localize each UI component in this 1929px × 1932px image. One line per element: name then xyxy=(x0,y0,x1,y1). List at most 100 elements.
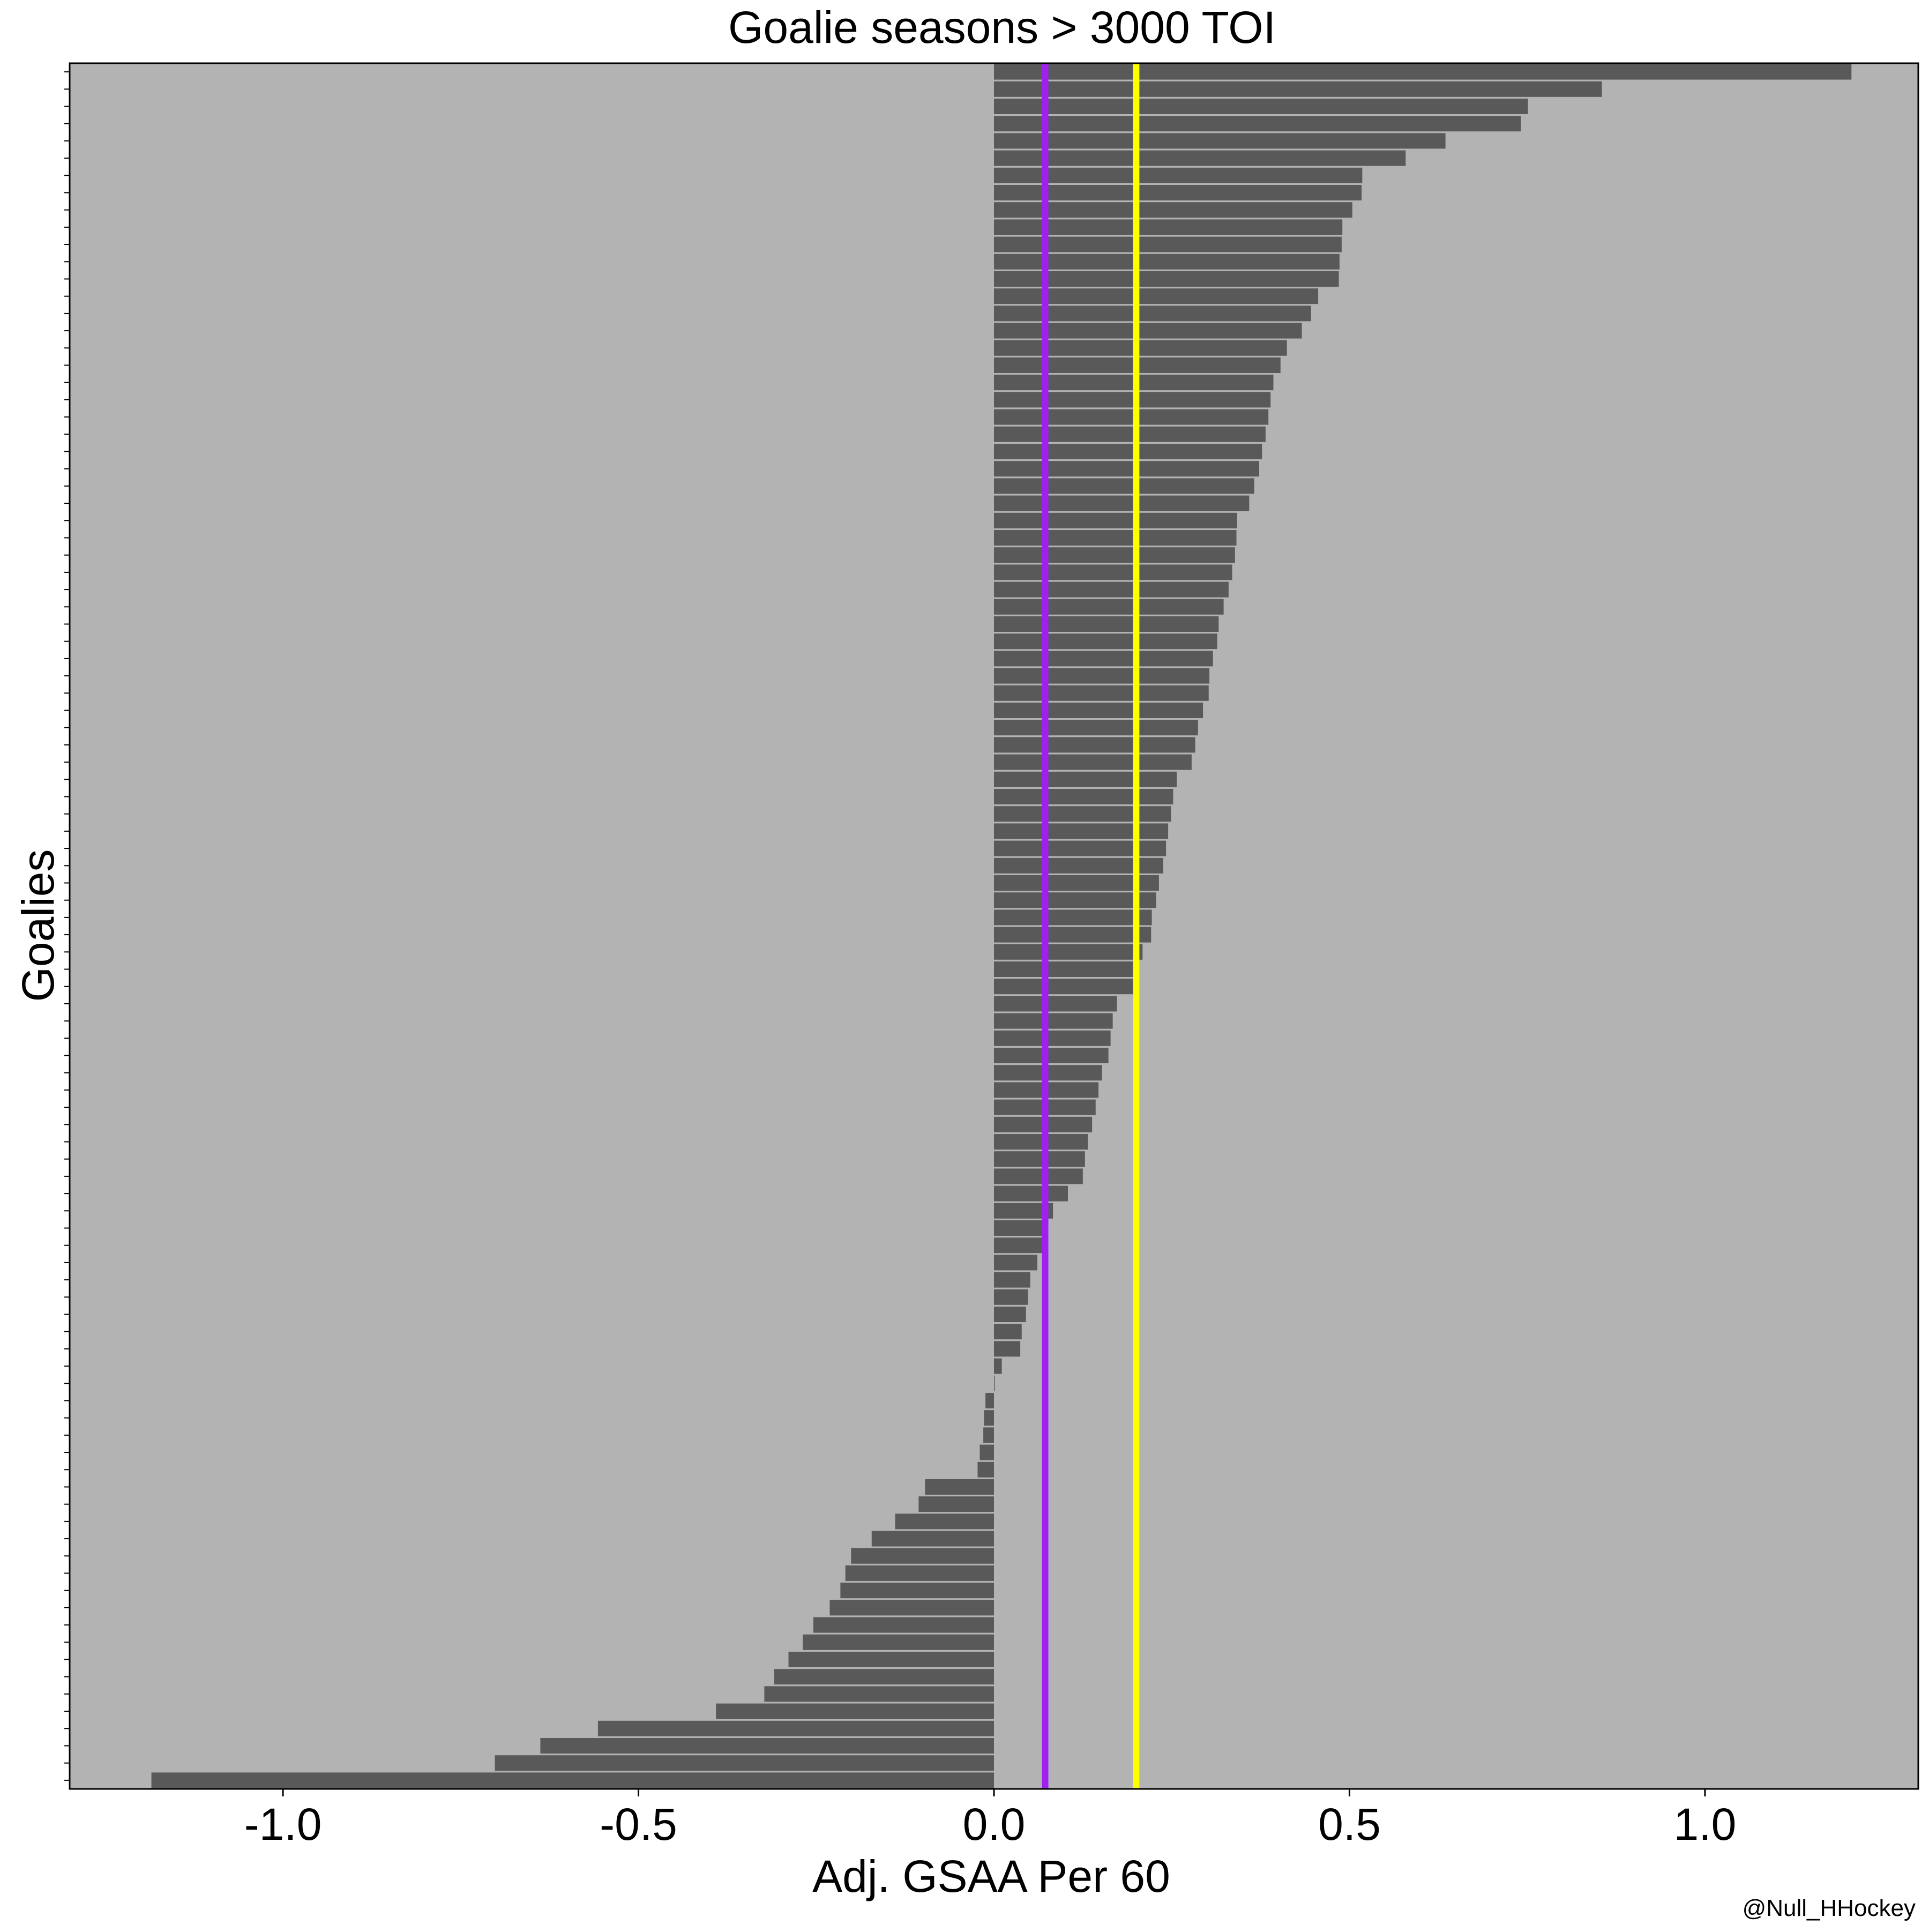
plot-panel: -1.0 -0.5 0.0 0.5 1.0 xyxy=(64,62,1919,1849)
bar xyxy=(540,1738,994,1754)
bar xyxy=(994,909,1152,926)
bar xyxy=(895,1513,994,1530)
bar xyxy=(918,1496,994,1512)
bar xyxy=(994,167,1363,183)
bar xyxy=(994,1185,1068,1202)
bar xyxy=(994,530,1237,546)
bar xyxy=(994,961,1136,977)
bar xyxy=(994,253,1340,270)
bar xyxy=(994,426,1266,442)
bar xyxy=(994,1220,1045,1236)
bar xyxy=(994,323,1302,339)
bar xyxy=(994,305,1311,322)
bar xyxy=(829,1600,994,1616)
bar xyxy=(994,875,1159,891)
bar xyxy=(994,495,1250,511)
bar xyxy=(994,823,1169,839)
bar xyxy=(994,1168,1083,1184)
bar xyxy=(994,996,1117,1012)
bar xyxy=(994,754,1192,770)
bar xyxy=(994,1358,1002,1374)
bar xyxy=(994,564,1232,580)
bar xyxy=(994,1030,1111,1046)
x-tick-label: 0.0 xyxy=(963,1799,1026,1849)
bar xyxy=(994,478,1254,494)
bar xyxy=(994,599,1224,615)
bar xyxy=(985,1393,994,1408)
bar xyxy=(994,616,1219,632)
x-tick-label: -0.5 xyxy=(600,1799,677,1849)
bar xyxy=(994,150,1406,166)
bar xyxy=(994,685,1209,701)
bar xyxy=(994,1324,1022,1340)
bar xyxy=(994,720,1198,736)
bar xyxy=(994,927,1152,943)
chart-title: Goalie seasons > 3000 TOI xyxy=(728,2,1276,53)
bar xyxy=(871,1531,994,1547)
bar xyxy=(994,892,1156,908)
bar xyxy=(994,271,1339,287)
bar xyxy=(994,840,1167,856)
bar xyxy=(925,1479,994,1495)
y-axis-label: Goalies xyxy=(13,849,63,1002)
bar xyxy=(994,1289,1028,1305)
x-tick-label: 0.5 xyxy=(1318,1799,1381,1849)
bar xyxy=(994,1272,1030,1288)
x-tick-label: 1.0 xyxy=(1674,1799,1737,1849)
bar xyxy=(994,1255,1037,1271)
bar xyxy=(994,202,1352,218)
bar xyxy=(994,1013,1113,1029)
bar xyxy=(984,1410,994,1426)
bar xyxy=(994,1307,1026,1322)
credit-text: @Null_HHockey xyxy=(1743,1895,1916,1921)
bar xyxy=(994,1151,1085,1167)
bar xyxy=(994,444,1262,459)
bar xyxy=(994,1237,1043,1254)
bar xyxy=(994,185,1362,200)
bar xyxy=(994,668,1210,684)
bar xyxy=(716,1703,994,1719)
bar xyxy=(813,1617,994,1633)
bar xyxy=(994,81,1602,97)
bar xyxy=(994,133,1446,149)
bar xyxy=(994,633,1217,650)
bar xyxy=(840,1583,994,1599)
bar xyxy=(980,1444,994,1460)
bar xyxy=(994,512,1237,528)
bar xyxy=(994,737,1195,753)
bar xyxy=(994,392,1271,408)
bar xyxy=(994,703,1203,718)
bar xyxy=(994,64,1852,80)
bar xyxy=(994,771,1177,787)
bar xyxy=(845,1565,994,1581)
bar xyxy=(994,236,1342,252)
bar xyxy=(764,1686,994,1702)
bar xyxy=(994,340,1287,356)
x-axis-label: Adj. GSAA Per 60 xyxy=(812,1851,1170,1901)
x-tick-label: -1.0 xyxy=(244,1799,322,1849)
bar xyxy=(994,99,1528,114)
bar xyxy=(851,1548,994,1564)
bar xyxy=(994,1341,1021,1357)
bar xyxy=(994,1048,1109,1063)
bar xyxy=(994,461,1259,477)
bar xyxy=(994,651,1213,667)
bar xyxy=(994,789,1173,804)
bar xyxy=(994,979,1134,995)
bar xyxy=(983,1427,994,1443)
bar xyxy=(994,806,1171,822)
bar xyxy=(597,1720,994,1736)
bar xyxy=(495,1755,994,1771)
plot-panel-background xyxy=(70,63,1918,1789)
bar xyxy=(994,219,1343,235)
bar xyxy=(977,1461,994,1478)
bar xyxy=(151,1772,994,1788)
bar xyxy=(788,1652,994,1667)
bar xyxy=(774,1669,994,1685)
bar xyxy=(994,581,1229,598)
bar xyxy=(803,1634,994,1650)
bar xyxy=(994,547,1235,563)
bar xyxy=(994,944,1143,960)
